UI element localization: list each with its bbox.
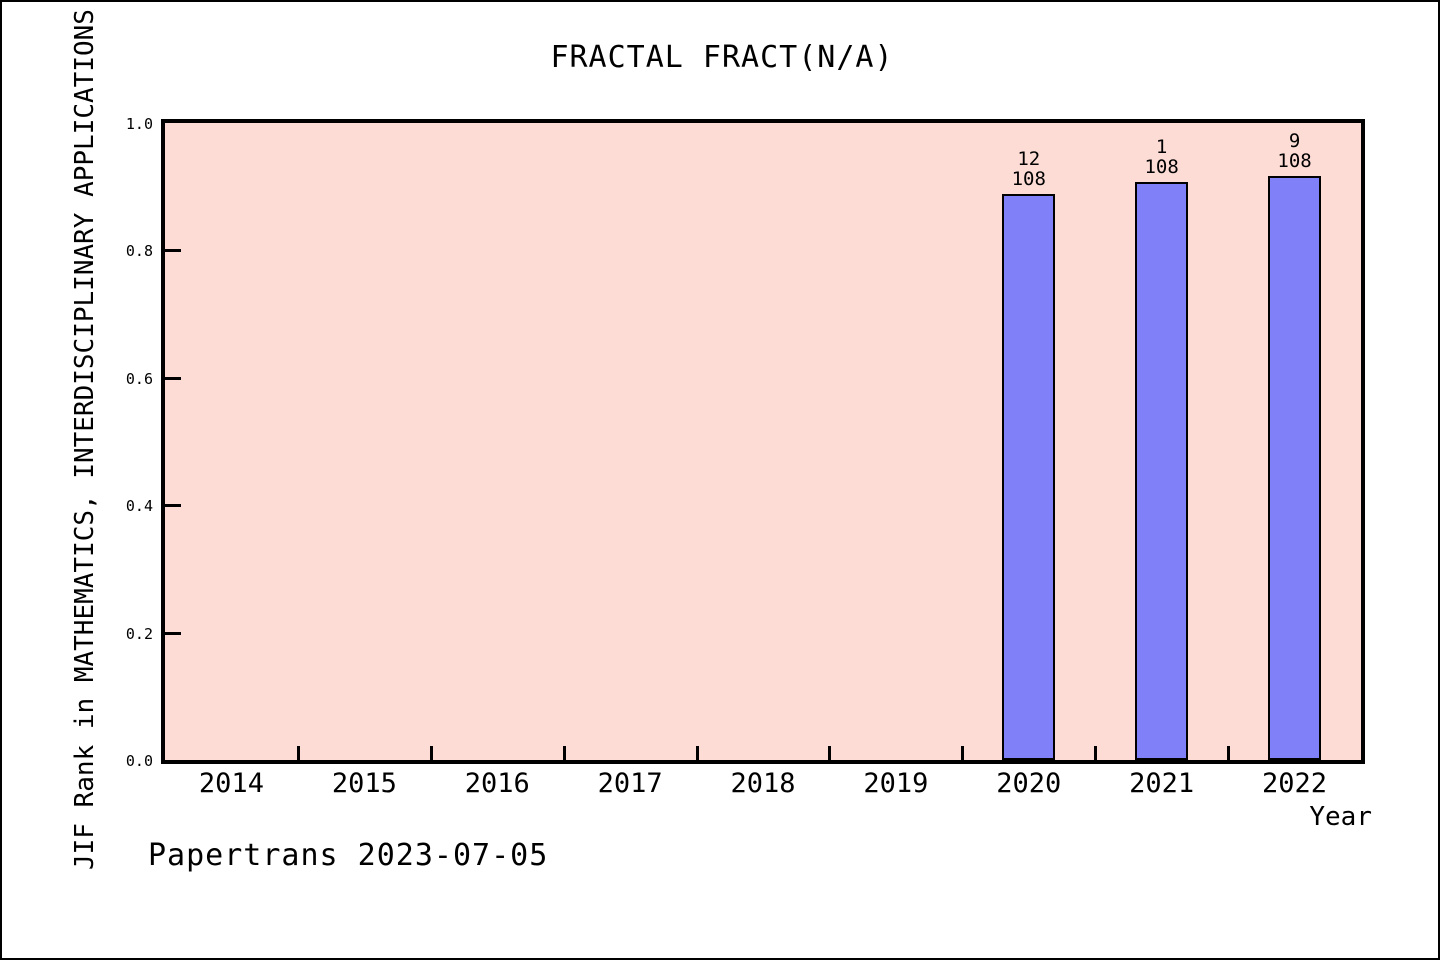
x-axis-title: Year <box>1309 802 1372 832</box>
y-tick-label: 0.4 <box>125 497 153 516</box>
y-tick-label: 0.6 <box>125 369 153 388</box>
x-tick-label: 2018 <box>730 768 796 799</box>
x-tick-mark <box>961 746 965 760</box>
y-axis-title: JIF Rank in MATHEMATICS, INTERDISCIPLINA… <box>70 9 100 870</box>
y-tick-label: 0.8 <box>125 242 153 261</box>
x-tick-mark <box>429 746 433 760</box>
bar-2021[interactable] <box>1135 182 1189 760</box>
x-tick-mark <box>695 746 699 760</box>
x-tick-label: 2021 <box>1129 768 1195 799</box>
x-tick-mark <box>562 746 566 760</box>
bar-value-denominator: 108 <box>1277 149 1312 172</box>
y-tick-label: 0.2 <box>125 624 153 643</box>
footer-note: Papertrans 2023-07-05 <box>148 838 549 873</box>
y-tick-mark <box>165 249 181 253</box>
bar-value-label-2021: 1 108 <box>1102 137 1222 177</box>
x-tick-label: 2016 <box>464 768 530 799</box>
y-tick-mark <box>165 631 181 635</box>
bar-value-label-2022: 9 108 <box>1235 131 1355 171</box>
bar-value-numerator: 12 <box>1017 147 1041 170</box>
x-tick-mark <box>296 746 300 760</box>
x-tick-mark <box>1094 746 1098 760</box>
chart-title: FRACTAL FRACT(N/A) <box>550 40 894 75</box>
y-tick-label: 1.0 <box>125 115 153 133</box>
y-tick-mark <box>165 504 181 508</box>
x-tick-mark <box>1227 746 1231 760</box>
x-tick-label: 2022 <box>1262 768 1328 799</box>
bar-value-denominator: 108 <box>1011 167 1046 190</box>
x-tick-label: 2017 <box>597 768 663 799</box>
x-tick-label: 2020 <box>996 768 1062 799</box>
bar-2022[interactable] <box>1267 175 1322 760</box>
x-tick-mark <box>828 746 832 760</box>
y-tick-mark <box>165 376 181 380</box>
x-tick-label: 2015 <box>331 768 397 799</box>
bar-value-numerator: 1 <box>1155 136 1168 159</box>
bar-value-numerator: 9 <box>1288 129 1301 152</box>
x-tick-label: 2014 <box>198 768 264 799</box>
x-tick-label: 2019 <box>863 768 929 799</box>
y-tick-label: 0.0 <box>125 752 153 770</box>
plot-area <box>161 119 1365 764</box>
bar-value-label-2020: 12 108 <box>969 149 1089 189</box>
plot-inner <box>165 123 1361 760</box>
bar-2020[interactable] <box>1002 193 1056 760</box>
bar-value-denominator: 108 <box>1144 156 1179 179</box>
